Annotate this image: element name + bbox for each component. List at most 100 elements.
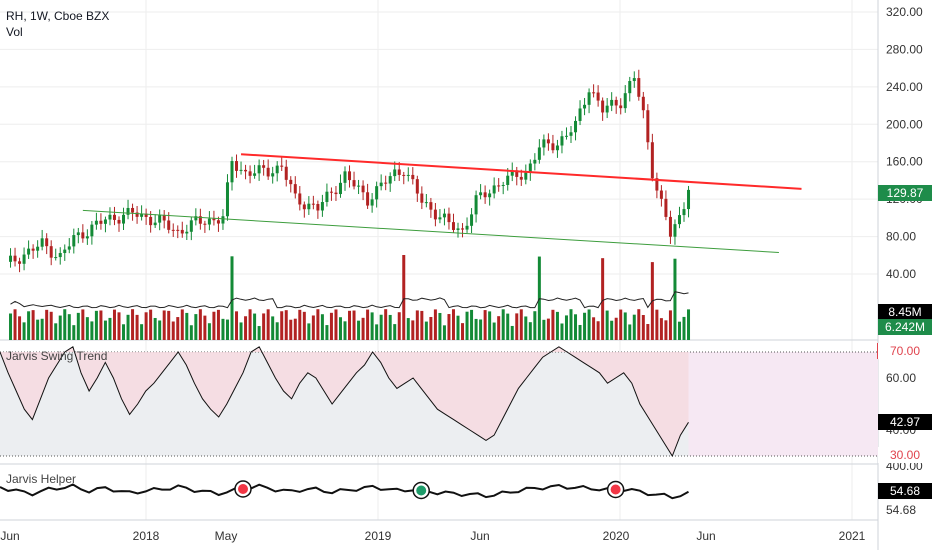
price-tick-label: 160.00 (886, 155, 923, 169)
candle-body (207, 218, 211, 225)
volume-bar (637, 309, 641, 340)
volume-bar (325, 325, 329, 340)
candle-body (564, 135, 568, 137)
volume-bar (212, 311, 216, 340)
volume-bar (451, 309, 455, 340)
volume-bar (542, 319, 546, 340)
candle-body (655, 178, 659, 191)
volume-bar (189, 325, 193, 340)
candle-body (492, 185, 496, 194)
volume-bar (483, 310, 487, 340)
volume-bar (275, 322, 279, 340)
candle-body (546, 139, 550, 144)
candle-body (171, 229, 175, 231)
candle-body (167, 220, 171, 230)
candle-body (225, 182, 229, 217)
candle-body (560, 136, 564, 146)
volume-bar (655, 309, 659, 340)
helper-line (0, 480, 689, 500)
candle-body (537, 147, 541, 160)
volume-bar (153, 317, 157, 340)
volume-bar (560, 323, 564, 340)
volume-bar (415, 310, 419, 340)
candle-body (451, 222, 455, 230)
volume-bar (266, 309, 270, 340)
volume-bar (664, 320, 668, 340)
price-axis[interactable]: 320.00280.00240.00200.00160.00120.0080.0… (886, 5, 923, 517)
volume-bar (45, 309, 49, 340)
volume-bar (393, 324, 397, 340)
volume-bar (63, 309, 67, 340)
oscillator-area (0, 346, 689, 456)
candle-body (497, 185, 501, 187)
candle-body (325, 191, 329, 203)
volume-bar (144, 312, 148, 340)
volume-bar (262, 313, 266, 340)
volume-bar (334, 309, 338, 340)
candle-body (149, 216, 153, 226)
volume-bar (40, 318, 44, 340)
time-axis[interactable]: Jun 2018 May 2019 Jun 2020 Jun 2021 (0, 529, 865, 543)
volume-bar (284, 310, 288, 340)
candle-body (117, 219, 121, 224)
candle-body (393, 169, 397, 177)
volume-bar (515, 313, 519, 340)
volume-bar (36, 319, 40, 340)
candle-body (605, 105, 609, 113)
candle-body (40, 238, 44, 247)
volume-bar (235, 311, 239, 340)
volume-bar (18, 316, 22, 340)
volume-bar (76, 312, 80, 340)
volume-bar (592, 317, 596, 340)
price-tick-label: 40.00 (886, 267, 916, 281)
candle-body (415, 179, 419, 194)
candle-body (619, 105, 623, 109)
candle-body (271, 173, 275, 177)
candle-body (18, 261, 22, 264)
candle-body (22, 254, 26, 264)
price-tick-label: 280.00 (886, 42, 923, 56)
candle-body (370, 199, 374, 206)
volume-bar (112, 309, 116, 340)
volume-bar (361, 317, 365, 340)
candle-body (162, 215, 166, 221)
candle-body (474, 195, 478, 215)
candle-body (424, 202, 428, 204)
volume-current-badge: 6.242M (878, 319, 932, 335)
price-tick-label: 320.00 (886, 5, 923, 19)
grid (0, 0, 879, 550)
candle-body (284, 166, 288, 180)
candle-body (131, 207, 135, 213)
candle-body (239, 169, 243, 171)
volume-bar (293, 318, 297, 340)
volume-bar (641, 315, 645, 340)
volume-bar (583, 312, 587, 340)
volume-bar (668, 310, 672, 340)
price-current-badge: 129.87 (878, 185, 932, 201)
candle-body (379, 182, 383, 187)
candle-body (361, 185, 365, 193)
volume-bar (601, 258, 605, 340)
volume-bar (614, 317, 618, 340)
volume-bar (207, 323, 211, 340)
candle-body (103, 219, 107, 224)
volume-bar (623, 312, 627, 340)
candle-body (677, 215, 681, 225)
candle-body (307, 203, 311, 210)
volume-bar (122, 324, 126, 340)
volume-bar (131, 309, 135, 340)
volume-bar (397, 312, 401, 340)
candle-body (384, 182, 388, 184)
volume-bar (587, 309, 591, 340)
volume-bar (248, 309, 252, 340)
candle-body (542, 139, 546, 148)
candle-body (198, 216, 202, 224)
price-tick-label: 240.00 (886, 80, 923, 94)
candle-body (479, 192, 483, 196)
volume-bar (619, 309, 623, 340)
candle-body (442, 213, 446, 218)
oscillator-future-zone (688, 352, 878, 456)
candle-body (488, 193, 492, 198)
volume-bar (162, 310, 166, 340)
